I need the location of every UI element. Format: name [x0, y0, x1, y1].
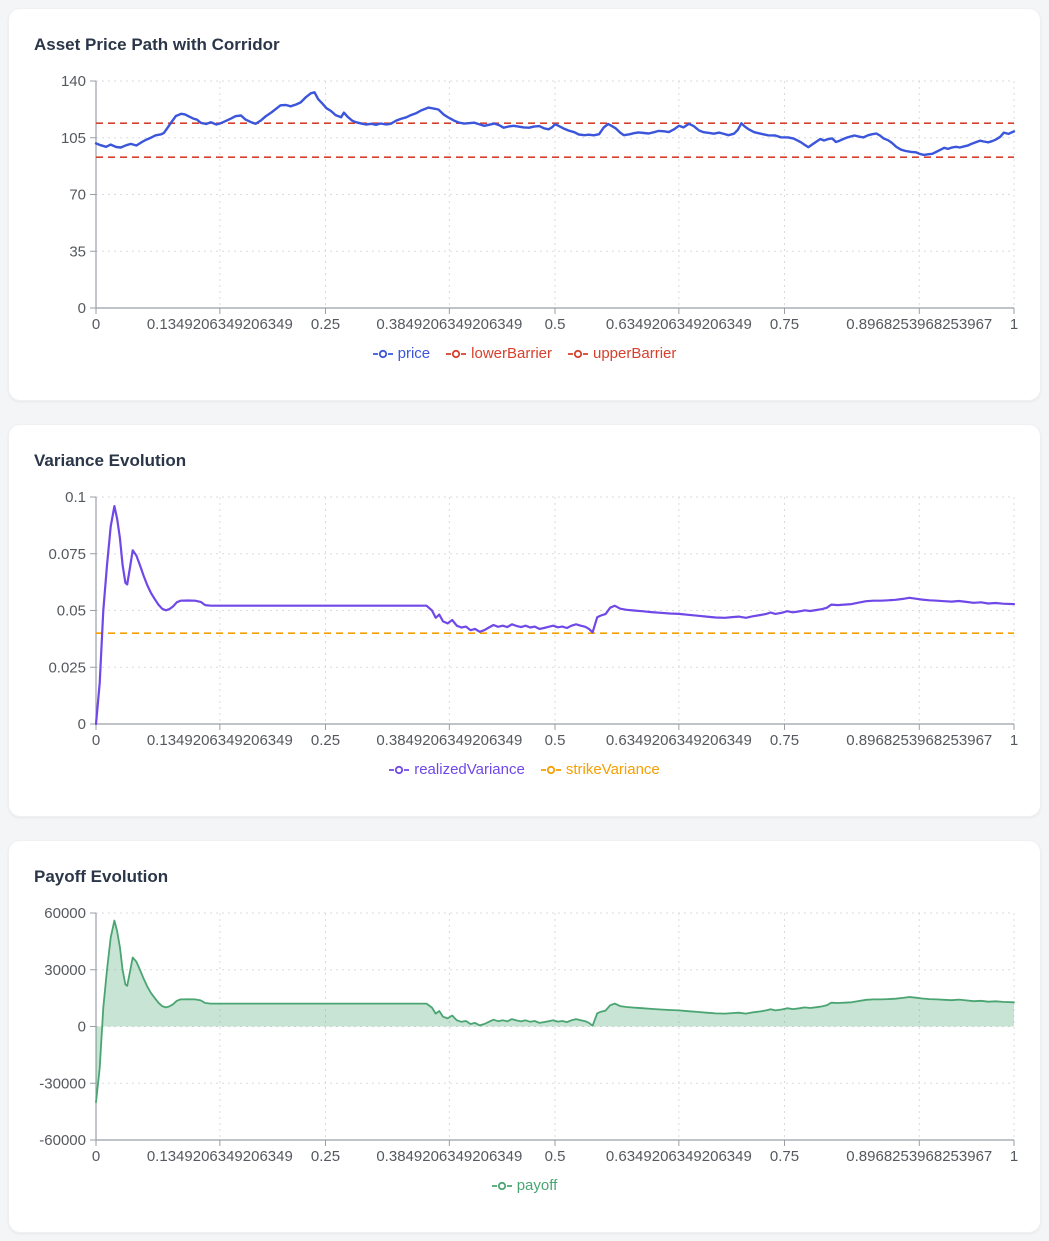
svg-text:0.25: 0.25	[311, 316, 340, 333]
svg-text:0.8968253968253967: 0.8968253968253967	[846, 732, 992, 749]
legend-label: lowerBarrier	[471, 345, 552, 362]
svg-text:0.75: 0.75	[770, 316, 799, 333]
svg-text:0.25: 0.25	[311, 732, 340, 749]
svg-text:0.025: 0.025	[48, 659, 86, 676]
line-series-icon	[540, 765, 561, 774]
svg-text:140: 140	[61, 73, 86, 90]
legend-item-price: price	[372, 345, 431, 362]
legend-item-lower-barrier: lowerBarrier	[446, 345, 552, 362]
variance-card: Variance Evolution 0 0.1349206349206349 0.…	[8, 424, 1041, 817]
payoff-chart-title: Payoff Evolution	[34, 867, 169, 886]
line-series-icon	[568, 349, 588, 358]
line-series-icon	[491, 1181, 512, 1190]
svg-text:0: 0	[92, 316, 100, 333]
legend-label: price	[397, 345, 431, 362]
svg-text:0.1349206349206349: 0.1349206349206349	[147, 316, 293, 333]
svg-text:0.6349206349206349: 0.6349206349206349	[606, 316, 752, 333]
payoff-chart: 0 0.1349206349206349 0.25 0.384920634920634…	[9, 897, 1040, 1169]
svg-text:30000: 30000	[44, 962, 86, 979]
line-series-icon	[372, 349, 393, 358]
variance-chart: 0 0.1349206349206349 0.25 0.384920634920634…	[9, 481, 1040, 753]
asset-price-chart-title: Asset Price Path with Corridor	[34, 35, 280, 54]
svg-text:1: 1	[1010, 732, 1018, 749]
payoff-card: Payoff Evolution 0 0.1349206349206349 0.25…	[8, 840, 1041, 1233]
svg-text:0.5: 0.5	[545, 1148, 566, 1165]
line-series-icon	[446, 349, 467, 358]
svg-text:0.6349206349206349: 0.6349206349206349	[606, 732, 752, 749]
line-series-icon	[389, 765, 410, 774]
svg-text:0.3849206349206349: 0.3849206349206349	[376, 316, 522, 333]
svg-text:0.6349206349206349: 0.6349206349206349	[606, 1148, 752, 1165]
legend-label: payoff	[516, 1177, 558, 1194]
asset-price-legend: price lowerBarrier upperBarrier	[9, 345, 1040, 362]
payoff-legend: payoff	[9, 1177, 1040, 1194]
svg-text:0: 0	[78, 716, 86, 733]
legend-item-strike-variance: strikeVariance	[540, 761, 660, 778]
legend-item-realized-variance: realizedVariance	[389, 761, 525, 778]
svg-text:0.5: 0.5	[545, 732, 566, 749]
svg-text:0.1349206349206349: 0.1349206349206349	[147, 1148, 293, 1165]
svg-text:0.25: 0.25	[311, 1148, 340, 1165]
svg-text:60000: 60000	[44, 905, 86, 922]
svg-text:0: 0	[78, 1019, 86, 1036]
svg-text:-30000: -30000	[39, 1075, 86, 1092]
svg-text:1: 1	[1010, 316, 1018, 333]
legend-item-upper-barrier: upperBarrier	[568, 345, 676, 362]
svg-text:0.075: 0.075	[48, 546, 86, 563]
svg-text:0.8968253968253967: 0.8968253968253967	[846, 1148, 992, 1165]
svg-text:0.1: 0.1	[65, 489, 86, 506]
variance-chart-title: Variance Evolution	[34, 451, 187, 470]
svg-text:0.1349206349206349: 0.1349206349206349	[147, 732, 293, 749]
svg-text:0: 0	[78, 300, 86, 317]
svg-text:0.05: 0.05	[57, 603, 86, 620]
legend-label: strikeVariance	[565, 761, 660, 778]
legend-item-payoff: payoff	[491, 1177, 558, 1194]
svg-text:0.3849206349206349: 0.3849206349206349	[376, 1148, 522, 1165]
svg-text:70: 70	[69, 187, 86, 204]
svg-text:1: 1	[1010, 1148, 1018, 1165]
asset-price-card: Asset Price Path with Corridor 0 0.134920…	[8, 8, 1041, 401]
svg-text:0.3849206349206349: 0.3849206349206349	[376, 732, 522, 749]
svg-text:0.75: 0.75	[770, 732, 799, 749]
svg-text:-60000: -60000	[39, 1132, 86, 1149]
svg-text:0: 0	[92, 732, 100, 749]
legend-label: upperBarrier	[593, 345, 677, 362]
svg-text:0.8968253968253967: 0.8968253968253967	[846, 316, 992, 333]
svg-text:105: 105	[61, 130, 86, 147]
svg-text:35: 35	[69, 243, 86, 260]
asset-price-chart: 0 0.1349206349206349 0.25 0.384920634920634…	[9, 65, 1040, 337]
svg-text:0: 0	[92, 1148, 100, 1165]
svg-text:0.5: 0.5	[545, 316, 566, 333]
legend-label: realizedVariance	[414, 761, 525, 778]
variance-legend: realizedVariance strikeVariance	[9, 761, 1040, 778]
svg-text:0.75: 0.75	[770, 1148, 799, 1165]
